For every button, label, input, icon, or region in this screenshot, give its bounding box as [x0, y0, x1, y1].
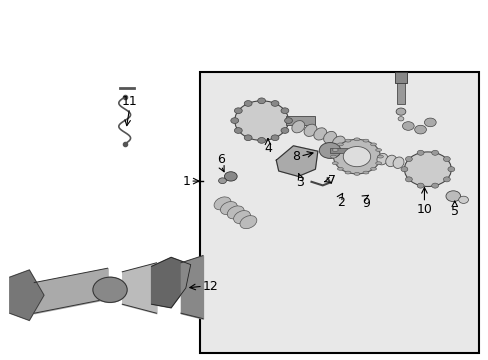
Circle shape — [257, 138, 265, 143]
Circle shape — [270, 135, 278, 141]
Circle shape — [234, 128, 242, 133]
Ellipse shape — [392, 157, 403, 168]
Circle shape — [405, 157, 411, 162]
Ellipse shape — [304, 124, 316, 136]
Text: 8: 8 — [292, 150, 300, 163]
Text: 10: 10 — [416, 203, 431, 216]
Circle shape — [230, 118, 238, 123]
Bar — [200, 72, 478, 353]
Circle shape — [431, 150, 438, 155]
Ellipse shape — [353, 138, 359, 141]
Circle shape — [218, 178, 226, 184]
Circle shape — [447, 167, 454, 172]
Ellipse shape — [323, 131, 336, 144]
Ellipse shape — [233, 211, 250, 224]
Circle shape — [319, 143, 340, 158]
Circle shape — [224, 172, 237, 181]
Circle shape — [284, 118, 292, 123]
Circle shape — [414, 125, 426, 134]
Ellipse shape — [291, 121, 304, 133]
Ellipse shape — [377, 155, 383, 158]
Bar — [394, 72, 406, 83]
Bar — [396, 83, 404, 104]
Ellipse shape — [332, 136, 345, 148]
Ellipse shape — [362, 139, 368, 142]
Text: 6: 6 — [217, 153, 224, 166]
Text: 5: 5 — [450, 205, 458, 218]
Polygon shape — [276, 146, 317, 176]
Bar — [329, 148, 349, 153]
Ellipse shape — [362, 171, 368, 174]
Circle shape — [404, 152, 450, 186]
Text: 9: 9 — [361, 197, 369, 210]
Polygon shape — [151, 257, 190, 308]
Bar — [285, 116, 315, 125]
Circle shape — [244, 100, 252, 106]
Circle shape — [234, 108, 242, 114]
Circle shape — [443, 157, 449, 162]
Ellipse shape — [220, 202, 237, 215]
Circle shape — [397, 117, 403, 121]
Ellipse shape — [214, 197, 230, 210]
Ellipse shape — [337, 167, 343, 170]
Ellipse shape — [330, 155, 336, 158]
Ellipse shape — [375, 149, 381, 152]
Ellipse shape — [375, 162, 381, 165]
Ellipse shape — [332, 162, 338, 165]
Ellipse shape — [337, 143, 343, 146]
Ellipse shape — [240, 216, 256, 229]
Circle shape — [281, 128, 288, 134]
Ellipse shape — [332, 149, 338, 152]
Circle shape — [93, 277, 127, 302]
Circle shape — [257, 98, 265, 104]
Circle shape — [424, 118, 435, 127]
Circle shape — [416, 150, 423, 155]
Circle shape — [395, 108, 405, 115]
Circle shape — [405, 177, 411, 182]
Circle shape — [458, 196, 468, 203]
Ellipse shape — [353, 172, 359, 175]
Ellipse shape — [313, 128, 326, 140]
Text: 1: 1 — [182, 175, 190, 188]
Circle shape — [270, 100, 278, 106]
Circle shape — [244, 135, 252, 141]
Circle shape — [443, 177, 449, 182]
Circle shape — [400, 167, 407, 172]
Text: 12: 12 — [203, 280, 218, 293]
Circle shape — [281, 108, 288, 114]
Ellipse shape — [370, 143, 376, 146]
Circle shape — [416, 183, 423, 188]
Polygon shape — [10, 270, 44, 320]
Text: 11: 11 — [122, 95, 137, 108]
Ellipse shape — [385, 155, 396, 167]
Circle shape — [333, 139, 380, 174]
Circle shape — [445, 191, 460, 202]
Text: 3: 3 — [295, 176, 303, 189]
Circle shape — [402, 122, 413, 130]
Ellipse shape — [376, 153, 387, 165]
Text: 4: 4 — [264, 142, 271, 155]
Circle shape — [343, 147, 370, 167]
Text: 7: 7 — [327, 174, 335, 187]
Ellipse shape — [345, 139, 350, 142]
Circle shape — [431, 183, 438, 188]
Text: 2: 2 — [336, 196, 344, 209]
Ellipse shape — [370, 167, 376, 170]
Circle shape — [234, 101, 288, 140]
Ellipse shape — [345, 171, 350, 174]
Ellipse shape — [227, 206, 244, 219]
